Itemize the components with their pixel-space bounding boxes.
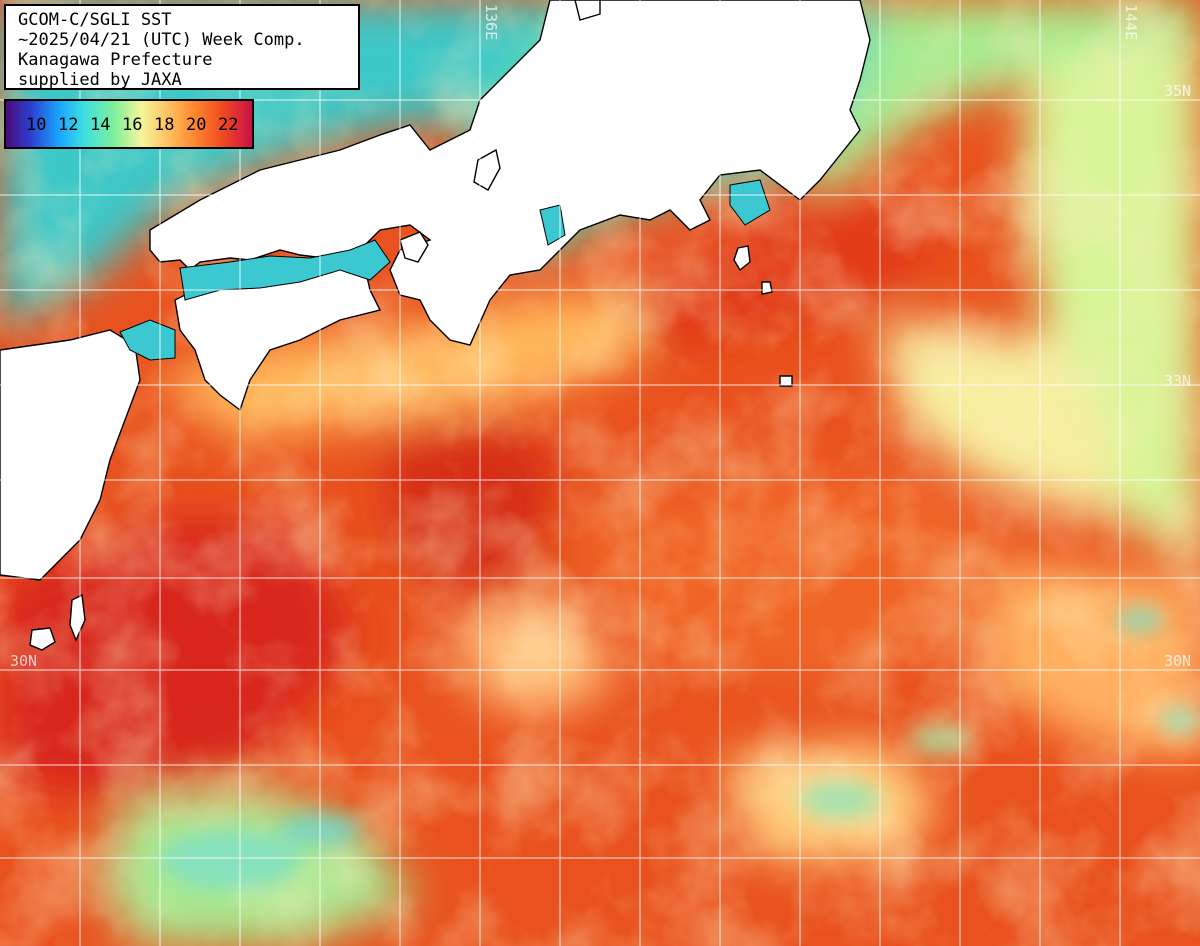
lat-label-30n-left: 30N bbox=[10, 652, 38, 670]
title-line-credit: supplied by JAXA bbox=[18, 70, 182, 90]
land-yakushima bbox=[29, 627, 56, 651]
inland-sea bbox=[119, 179, 771, 361]
lat-label-33n: 33N bbox=[1164, 372, 1192, 390]
lat-label-30n-right: 30N bbox=[1164, 652, 1192, 670]
lon-label-136e: 136E bbox=[482, 4, 500, 41]
legend-tick: 22 bbox=[218, 115, 239, 135]
legend-tick: 14 bbox=[90, 115, 111, 135]
title-box: GCOM-C/SGLI SST ~2025/04/21 (UTC) Week C… bbox=[4, 4, 360, 90]
legend-tick: 20 bbox=[186, 115, 207, 135]
title-line-date: ~2025/04/21 (UTC) Week Comp. bbox=[18, 30, 305, 50]
legend-tick: 18 bbox=[154, 115, 175, 135]
legend-tick: 12 bbox=[58, 115, 79, 135]
land-hachijo bbox=[779, 375, 793, 387]
legend-tick: 10 bbox=[26, 115, 47, 135]
land-miyake bbox=[761, 281, 773, 295]
sst-colorbar-legend: 10 12 14 16 18 20 22 bbox=[4, 99, 254, 149]
legend-tick: 16 bbox=[122, 115, 143, 135]
land-noto bbox=[574, 0, 601, 21]
title-line-product: GCOM-C/SGLI SST bbox=[18, 10, 172, 30]
land-kyushu bbox=[0, 329, 141, 581]
land-oshima bbox=[733, 245, 751, 272]
land-awaji bbox=[399, 231, 429, 263]
title-line-region: Kanagawa Prefecture bbox=[18, 50, 213, 70]
lat-label-35n: 35N bbox=[1164, 82, 1192, 100]
lon-label-144e: 144E bbox=[1122, 4, 1140, 41]
